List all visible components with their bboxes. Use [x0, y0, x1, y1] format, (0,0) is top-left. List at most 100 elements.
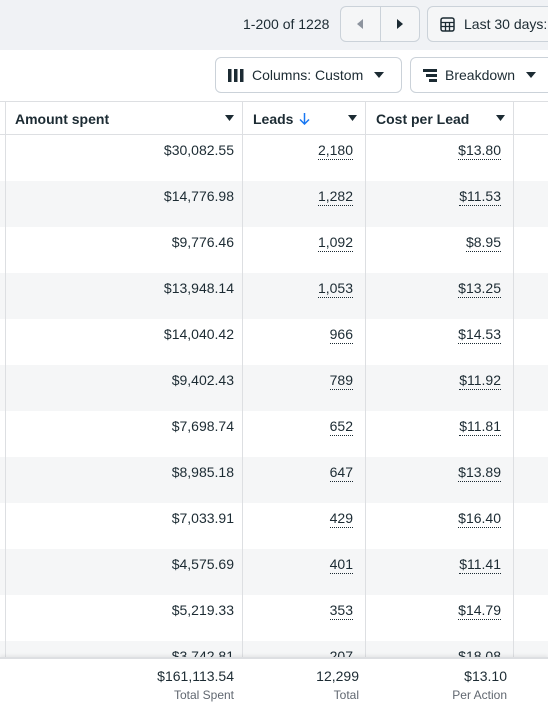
cost-per-lead-value[interactable]: $11.92	[459, 372, 501, 390]
leads-value[interactable]: 1,092	[317, 234, 353, 252]
total-label: Total	[333, 688, 359, 702]
table-row: $7,033.91 429 $16.40	[0, 503, 548, 549]
amount-spent-value: $30,082.55	[163, 142, 234, 158]
caret-down-icon[interactable]	[496, 115, 505, 121]
amount-spent-value: $9,776.46	[171, 234, 234, 250]
amount-spent-value: $14,776.98	[163, 188, 234, 204]
total-amount-spent: $161,113.54 Total Spent	[6, 659, 242, 710]
column-divider	[513, 102, 514, 710]
amount-spent-value: $7,033.91	[171, 510, 234, 526]
amount-spent-cell: $3,742.81	[6, 641, 242, 657]
previous-page-button[interactable]	[341, 7, 380, 41]
cost-per-lead-cell: $11.53	[366, 181, 513, 227]
cost-per-lead-cell: $11.81	[366, 411, 513, 457]
cost-per-lead-value[interactable]: $16.40	[458, 510, 501, 528]
amount-spent-value: $3,742.81	[171, 648, 234, 657]
column-header-label: Leads	[253, 110, 294, 127]
leads-cell: 647	[243, 457, 365, 503]
cost-per-lead-value[interactable]: $11.41	[459, 556, 501, 574]
cost-per-lead-cell: $18.08	[366, 641, 513, 657]
column-header-cost-per-lead[interactable]: Cost per Lead	[366, 102, 513, 135]
column-header-leads[interactable]: Leads	[243, 102, 365, 135]
table-row: $14,776.98 1,282 $11.53	[0, 181, 548, 227]
leads-cell: 1,092	[243, 227, 365, 273]
amount-spent-value: $5,219.33	[171, 602, 234, 618]
amount-spent-value: $9,402.43	[171, 372, 234, 388]
cost-per-lead-cell: $13.25	[366, 273, 513, 319]
caret-down-icon[interactable]	[348, 115, 357, 121]
total-value: 12,299	[316, 668, 359, 684]
date-range-label: Last 30 days:	[464, 16, 548, 32]
cost-per-lead-cell: $11.92	[366, 365, 513, 411]
table-header: Amount spent Leads Cost per Lead	[0, 102, 548, 135]
table-row: $7,698.74 652 $11.81	[0, 411, 548, 457]
caret-down-icon[interactable]	[225, 115, 234, 121]
leads-cell: 2,180	[243, 135, 365, 181]
leads-value[interactable]: 1,282	[317, 188, 353, 206]
amount-spent-cell: $14,776.98	[6, 181, 242, 227]
amount-spent-cell: $8,985.18	[6, 457, 242, 503]
leads-cell: 652	[243, 411, 365, 457]
column-header-amount-spent[interactable]: Amount spent	[6, 102, 242, 135]
amount-spent-cell: $9,402.43	[6, 365, 242, 411]
leads-value[interactable]: 429	[329, 510, 353, 528]
leads-value[interactable]: 207	[329, 648, 353, 657]
table-row: $3,742.81 207 $18.08	[0, 641, 548, 657]
leads-cell: 401	[243, 549, 365, 595]
table-row: $14,040.42 966 $14.53	[0, 319, 548, 365]
next-page-button[interactable]	[379, 7, 419, 41]
cost-per-lead-value[interactable]: $13.80	[458, 142, 501, 160]
leads-value[interactable]: 647	[329, 464, 353, 482]
table-row: $9,402.43 789 $11.92	[0, 365, 548, 411]
leads-value[interactable]: 966	[329, 326, 353, 344]
breakdown-icon	[423, 68, 437, 82]
amount-spent-cell: $7,698.74	[6, 411, 242, 457]
cost-per-lead-cell: $13.80	[366, 135, 513, 181]
leads-value[interactable]: 401	[329, 556, 353, 574]
leads-value[interactable]: 353	[329, 602, 353, 620]
columns-button-label: Columns: Custom	[252, 67, 364, 83]
table-row: $5,219.33 353 $14.79	[0, 595, 548, 641]
pagination-controls	[340, 6, 420, 42]
caret-down-icon	[374, 72, 385, 78]
caret-down-icon	[526, 72, 537, 78]
leads-cell: 1,053	[243, 273, 365, 319]
cost-per-lead-cell: $14.79	[366, 595, 513, 641]
cost-per-lead-value[interactable]: $14.53	[458, 326, 501, 344]
cost-per-lead-value[interactable]: $13.89	[458, 464, 501, 482]
leads-value[interactable]: 1,053	[317, 280, 353, 298]
cost-per-lead-value[interactable]: $14.79	[458, 602, 501, 620]
cost-per-lead-value[interactable]: $11.53	[459, 188, 501, 206]
total-label: Total Spent	[173, 688, 234, 702]
total-label: Per Action	[452, 688, 507, 702]
caret-right-icon	[396, 19, 404, 29]
columns-button[interactable]: Columns: Custom	[215, 57, 402, 93]
cost-per-lead-cell: $13.89	[366, 457, 513, 503]
calendar-icon	[440, 16, 455, 32]
arrow-down-icon	[299, 112, 310, 125]
amount-spent-cell: $30,082.55	[6, 135, 242, 181]
cost-per-lead-value[interactable]: $11.81	[459, 418, 501, 436]
leads-value[interactable]: 2,180	[317, 142, 353, 160]
total-value: $161,113.54	[157, 668, 234, 684]
leads-cell: 789	[243, 365, 365, 411]
cost-per-lead-value[interactable]: $13.25	[458, 280, 501, 298]
amount-spent-value: $8,985.18	[171, 464, 234, 480]
cost-per-lead-value[interactable]: $8.95	[465, 234, 501, 252]
cost-per-lead-cell: $14.53	[366, 319, 513, 365]
leads-cell: 966	[243, 319, 365, 365]
breakdown-button[interactable]: Breakdown	[410, 57, 548, 93]
cost-per-lead-value[interactable]: $18.08	[458, 648, 501, 657]
amount-spent-cell: $9,776.46	[6, 227, 242, 273]
leads-cell: 1,282	[243, 181, 365, 227]
amount-spent-cell: $13,948.14	[6, 273, 242, 319]
date-range-button[interactable]: Last 30 days:	[427, 6, 548, 42]
amount-spent-value: $4,575.69	[171, 556, 234, 572]
leads-value[interactable]: 652	[329, 418, 353, 436]
table-row: $9,776.46 1,092 $8.95	[0, 227, 548, 273]
amount-spent-value: $14,040.42	[163, 326, 234, 342]
table-totals: $161,113.54 Total Spent 12,299 Total $13…	[0, 657, 548, 710]
leads-value[interactable]: 789	[329, 372, 353, 390]
pagination-range: 1-200 of 1228	[243, 16, 330, 32]
columns-icon	[228, 68, 244, 82]
